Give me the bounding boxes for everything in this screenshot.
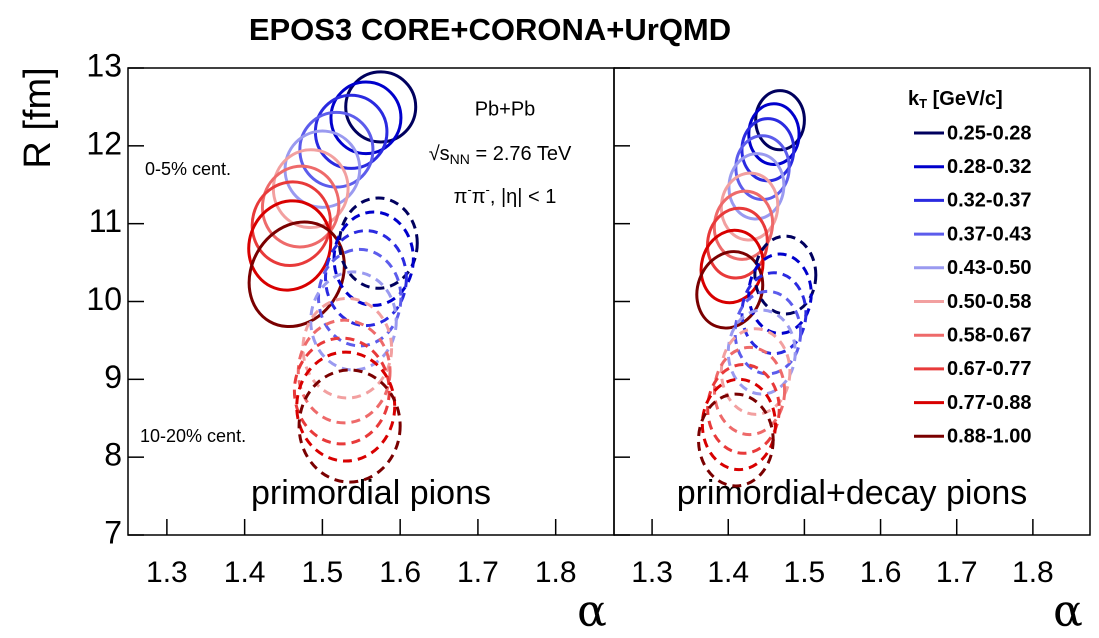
contour [283, 129, 362, 209]
contour [697, 392, 775, 488]
contour [754, 89, 806, 152]
legend-label: 0.50-0.58 [947, 291, 1032, 313]
x-tick-label: 1.4 [224, 556, 266, 589]
contour [713, 345, 787, 437]
x-tick-label: 1.8 [535, 556, 577, 589]
particle-label: π-π-, |η| < 1 [454, 182, 557, 208]
legend-label: 0.37-0.43 [947, 223, 1032, 245]
legend-label: 0.25-0.28 [947, 122, 1032, 144]
legend-label: 0.28-0.32 [947, 156, 1032, 178]
contour [344, 70, 418, 144]
contour [296, 318, 392, 425]
x-tick-label: 1.6 [379, 556, 421, 589]
energy-label: √sNN = 2.76 TeV [429, 143, 572, 166]
x-tick-label: 1.3 [146, 556, 188, 589]
x-tick-label: 1.8 [1012, 556, 1054, 589]
contour [309, 270, 398, 372]
x-tick-label: 1.6 [860, 556, 902, 589]
contour [317, 247, 403, 348]
contour [324, 229, 408, 328]
legend-label: 0.88-1.00 [947, 426, 1032, 448]
contour [298, 110, 375, 189]
x-axis-label: α [1053, 586, 1083, 637]
chart-title: EPOS3 CORE+CORONA+UrQMD [249, 12, 731, 47]
contour [260, 164, 341, 249]
contour [329, 80, 403, 156]
contour [292, 336, 391, 446]
contour [271, 148, 350, 230]
contour [700, 377, 777, 472]
x-tick-label: 1.3 [631, 556, 673, 589]
x-tick-label: 1.5 [784, 556, 826, 589]
contour [301, 296, 394, 400]
x-tick-label: 1.5 [302, 556, 344, 589]
contour [747, 102, 801, 167]
x-tick-label: 1.7 [936, 556, 978, 589]
legend-title: kT [GeV/c] [908, 88, 1003, 111]
contour [706, 363, 781, 455]
contour [695, 250, 765, 330]
contour [706, 206, 769, 280]
y-tick-label: 11 [89, 203, 122, 239]
legend-label: 0.77-0.88 [947, 392, 1032, 414]
centrality-label: 10-20% cent. [140, 426, 246, 446]
contour [297, 368, 402, 484]
y-tick-label: 7 [104, 514, 122, 550]
panel-label: primordial pions [251, 474, 491, 512]
centrality-label: 0-5% cent. [145, 159, 231, 179]
contour [338, 196, 419, 290]
contour [733, 289, 803, 376]
contour [747, 252, 813, 335]
y-tick-label: 13 [86, 47, 122, 83]
contour [247, 220, 346, 329]
x-tick-label: 1.4 [707, 556, 749, 589]
legend-label: 0.32-0.37 [947, 190, 1032, 212]
contour [295, 350, 397, 463]
legend-label: 0.58-0.67 [947, 324, 1032, 346]
y-tick-label: 8 [104, 437, 122, 473]
legend-label: 0.67-0.77 [947, 358, 1032, 380]
y-axis-label: R [fm] [17, 67, 59, 168]
panel-label: primordial+decay pions [677, 474, 1028, 512]
y-tick-label: 12 [86, 125, 122, 161]
contour [740, 271, 808, 356]
y-tick-label: 9 [104, 359, 122, 395]
y-tick-label: 10 [86, 281, 122, 317]
system-label: Pb+Pb [475, 98, 536, 120]
contour [719, 327, 792, 416]
legend-label: 0.43-0.50 [947, 257, 1032, 279]
contour [726, 308, 797, 396]
x-axis-label: α [577, 586, 607, 637]
x-tick-label: 1.7 [457, 556, 499, 589]
contour [753, 234, 818, 316]
